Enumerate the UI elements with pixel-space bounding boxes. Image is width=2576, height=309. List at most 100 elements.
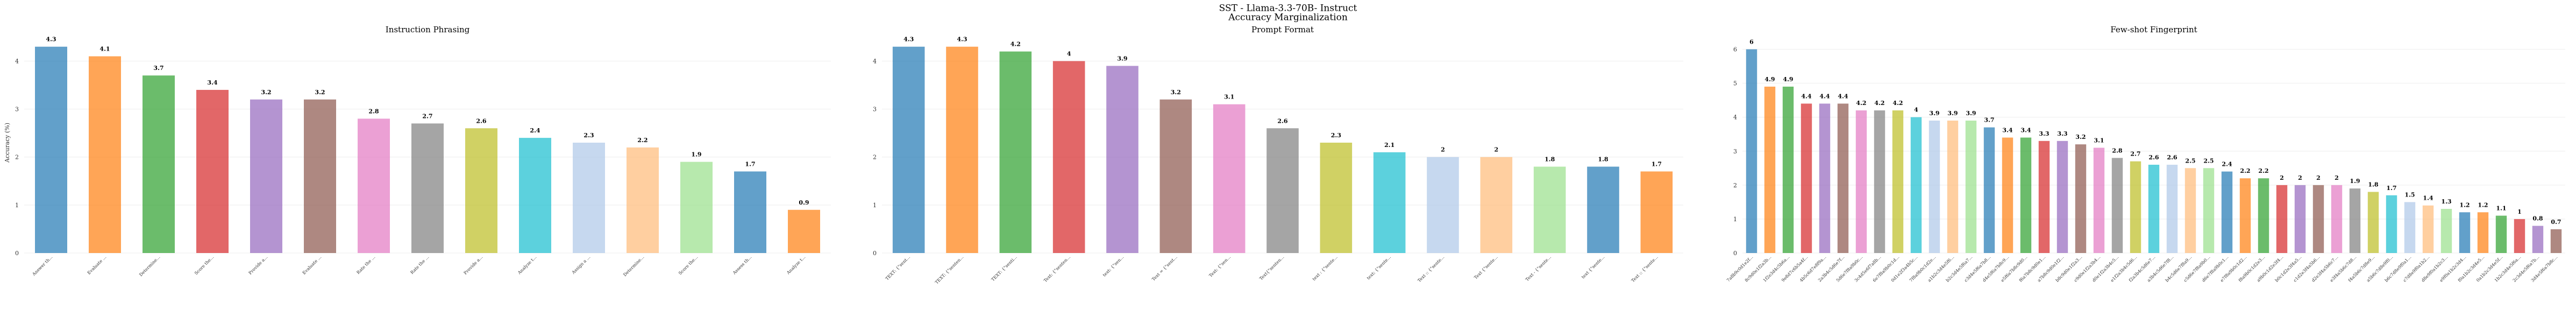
bar [1746,49,1757,254]
x-tick-label: Evaluate ... [87,255,108,276]
value-label: 3.3 [2057,130,2067,137]
bar [1855,110,1867,254]
bar [358,118,390,253]
x-tick-label: Provide a... [248,255,269,276]
chart-title: Few-shot Fingerprint [2110,25,2197,34]
x-tick-label: text: {"sen... [1102,255,1125,278]
bar [2184,168,2196,253]
y-tick-label: 2 [873,154,877,161]
value-label: 2.4 [530,127,540,134]
value-label: 1.9 [691,151,701,158]
y-tick-label: 0 [1733,250,1737,257]
y-tick-label: 2 [1733,182,1737,189]
bar [627,147,659,253]
x-tick-label: Assign a ... [571,255,591,275]
bar [1533,166,1566,253]
y-tick-label: 3 [873,106,877,113]
value-label: 2.6 [1277,117,1287,124]
bar [2422,205,2434,253]
value-label: 2.4 [2222,161,2232,168]
x-tick-label: Determine... [138,255,161,277]
value-label: 3.4 [2002,127,2012,134]
value-label: 4.2 [1874,100,1884,107]
value-label: 4 [1067,50,1071,57]
bar [1801,103,1812,253]
value-label: 2 [2316,174,2321,181]
y-tick-label: 5 [1733,80,1737,87]
bar [1373,152,1406,253]
value-label: 4.1 [99,46,110,53]
value-label: 3.1 [1224,94,1234,101]
value-label: 4.9 [1783,76,1793,83]
value-label: 2.6 [476,117,486,124]
value-label: 1.3 [2441,198,2451,205]
x-tick-label: Text{"senten... [1258,255,1285,281]
y-axis-label: Accuracy (%) [4,123,11,163]
value-label: 3.2 [1171,89,1181,96]
bar [2166,165,2178,253]
y-tick-label: 1 [15,202,19,209]
bar [573,143,605,253]
bar [2386,195,2397,253]
value-label: 1.8 [1598,156,1608,163]
value-label: 4.2 [1856,100,1866,107]
bar [946,46,978,253]
y-tick-label: 1 [1733,216,1737,223]
x-tick-label: Determine... [622,255,645,277]
value-label: 4.9 [1764,76,1775,83]
value-label: 1.7 [745,160,755,167]
value-label: 3.9 [1947,110,1958,117]
x-tick-label: Text = {"sent... [1151,255,1178,282]
bar [1983,127,1995,253]
value-label: 2 [1441,146,1445,153]
bar [2002,137,2013,253]
value-label: 1.1 [2496,205,2506,212]
y-tick-label: 4 [873,58,877,65]
y-tick-label: 2 [15,154,19,161]
value-label: 4.4 [1819,93,1830,100]
x-tick-label: Score the... [678,255,699,276]
value-label: 1.5 [2404,191,2415,198]
bar [2294,185,2306,253]
bar [1266,128,1299,253]
bar [1874,110,1885,254]
value-label: 3.4 [2020,127,2031,134]
figure-title: SST - Llama-3.3-70B- Instruct [1219,3,1357,14]
value-label: 2.2 [637,137,647,144]
bar [2532,226,2544,253]
y-tick-label: 3 [15,106,19,113]
bar [788,209,820,253]
bar [89,56,121,253]
x-tick-label: Text :: {"sente... [1417,255,1445,283]
x-tick-label: Text {"sente... [1473,255,1498,280]
value-label: 1.7 [1652,160,1662,167]
value-label: 2.2 [2258,167,2268,174]
value-label: 3.1 [2094,137,2104,144]
bar [2514,219,2525,253]
value-label: 1.8 [1545,156,1555,163]
chart-title: Prompt Format [1251,25,1314,34]
bar [2349,188,2361,253]
y-tick-label: 6 [1733,46,1737,53]
value-label: 3.2 [261,89,271,96]
x-tick-label: TEXT: {"senti... [991,255,1018,282]
value-label: 2.5 [2185,157,2195,164]
value-label: 1.8 [2368,181,2378,188]
value-label: 3.7 [1984,117,1994,124]
value-label: 3.9 [1966,110,1976,117]
value-label: 1.2 [2459,201,2470,208]
x-tick-label: Text :: {"sente... [1631,255,1659,283]
bar [519,138,551,253]
bar [2075,144,2087,253]
value-label: 2.7 [422,113,432,120]
value-label: 4.4 [1838,93,1848,100]
bar [1892,110,1904,254]
x-tick-label: Answer th... [31,255,54,277]
x-tick-label: Assess th... [731,255,752,276]
value-label: 1.4 [2423,195,2433,202]
bar [1929,121,1940,253]
bar [1910,117,1922,253]
bar [1965,121,1977,253]
x-tick-label: Rate the ... [355,255,376,275]
value-label: 2.2 [2240,167,2250,174]
